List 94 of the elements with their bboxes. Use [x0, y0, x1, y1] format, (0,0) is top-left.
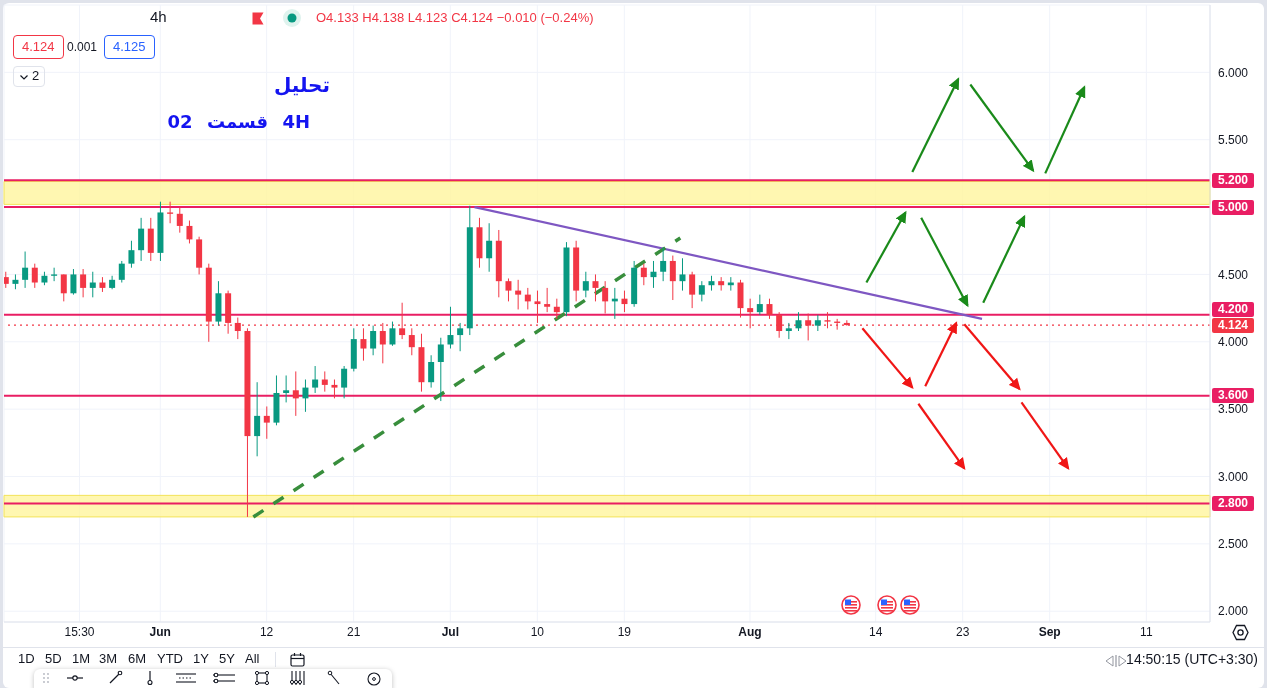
ref-line-label: 4.124 — [1212, 317, 1254, 333]
candlestick — [621, 290, 628, 313]
text: YTD — [157, 651, 183, 667]
candlestick — [766, 298, 773, 320]
text: 14:50:15 (UTC+3:30) — [1126, 651, 1258, 667]
y-tick-label: 6.000 — [1218, 65, 1249, 80]
ref-line-label: 5.200 — [1212, 172, 1254, 188]
y-tick-label: 3.000 — [1218, 469, 1249, 484]
x-tick-label: Jul — [441, 625, 459, 639]
candlestick — [254, 381, 261, 457]
x-tick-label: 11 — [1140, 625, 1153, 639]
candlestick — [167, 201, 174, 224]
text: تحلیل — [273, 73, 330, 97]
candlestick — [669, 255, 676, 301]
annotation: 4h — [150, 8, 167, 25]
text: All — [245, 651, 260, 667]
ref-line-label: 4.200 — [1212, 301, 1254, 317]
candlestick — [118, 260, 125, 284]
candlestick — [582, 271, 589, 298]
y-tick-label: 2.500 — [1218, 537, 1249, 552]
candlestick — [31, 263, 38, 289]
candlestick — [486, 222, 493, 273]
candlestick — [602, 280, 609, 314]
candlestick — [176, 206, 183, 234]
candlestick — [515, 279, 522, 310]
text: 6M — [128, 651, 147, 667]
candlestick — [128, 240, 135, 269]
candlestick — [640, 263, 647, 286]
candlestick — [321, 370, 328, 393]
candlestick — [756, 294, 763, 316]
candlestick — [689, 271, 696, 309]
candlestick — [544, 287, 551, 313]
candlestick — [51, 267, 58, 282]
candlestick — [186, 220, 193, 244]
candlestick — [263, 405, 270, 440]
y-tick-label: 4.500 — [1218, 267, 1249, 282]
candlestick — [457, 322, 464, 352]
candlestick — [283, 374, 290, 403]
x-tick-label: 10 — [530, 625, 545, 639]
candlestick — [341, 365, 348, 399]
x-tick-label: 15:30 — [64, 625, 95, 639]
ref-line-label: 5.000 — [1212, 199, 1254, 215]
candlestick — [89, 271, 96, 298]
candlestick — [660, 246, 667, 282]
x-tick-label: 14 — [868, 625, 883, 639]
x-tick-label: Aug — [738, 625, 762, 639]
candlestick — [505, 277, 512, 302]
x-tick-label: Sep — [1038, 625, 1061, 639]
annotation: 2 — [32, 68, 40, 84]
candlestick — [60, 273, 67, 302]
y-tick-label: 5.500 — [1218, 132, 1249, 147]
text: 1Y — [193, 651, 209, 667]
candlestick — [679, 257, 686, 292]
x-tick-label: 19 — [617, 625, 632, 639]
y-tick-label: 4.000 — [1218, 335, 1249, 350]
text: 1M — [72, 651, 91, 667]
candlestick — [312, 365, 319, 394]
text: 4H قسمت 02 — [167, 111, 310, 132]
y-tick-label: 3.500 — [1218, 402, 1249, 417]
x-tick-label: 23 — [956, 625, 970, 639]
annotation: 0.001 — [67, 39, 98, 55]
annotation: O4.133 H4.138 L4.123 C4.124 −0.010 (−0.24%) — [316, 10, 594, 26]
candlestick — [360, 327, 367, 362]
x-tick-label: 12 — [259, 625, 274, 639]
candlestick — [80, 268, 87, 298]
candlestick — [292, 370, 299, 417]
text: 3M — [99, 651, 118, 667]
candlestick — [370, 325, 377, 356]
candlestick — [524, 287, 531, 310]
candlestick — [70, 268, 77, 296]
text: 5D — [45, 651, 62, 667]
candlestick — [447, 306, 454, 350]
annotation: 4.124 — [13, 35, 64, 59]
candlestick — [22, 251, 29, 289]
candlestick — [408, 327, 415, 356]
x-tick-label: 21 — [346, 625, 361, 639]
x-tick-label: Jun — [149, 625, 171, 639]
text: 1D — [18, 651, 35, 667]
candlestick — [138, 217, 145, 262]
candlestick — [650, 260, 657, 289]
candlestick — [592, 273, 599, 302]
candlestick — [698, 280, 705, 302]
candlestick — [331, 379, 338, 399]
candlestick — [437, 337, 444, 402]
ref-line-label: 2.800 — [1212, 495, 1254, 511]
candlestick — [428, 354, 435, 389]
candlestick — [302, 379, 309, 413]
candlestick — [553, 298, 560, 320]
y-tick-label: 2.000 — [1218, 604, 1249, 619]
ref-line-label: 3.600 — [1212, 388, 1254, 404]
text: 5Y — [219, 651, 235, 667]
candlestick — [389, 321, 396, 347]
annotation: 4.125 — [104, 35, 155, 59]
candlestick — [795, 311, 802, 332]
